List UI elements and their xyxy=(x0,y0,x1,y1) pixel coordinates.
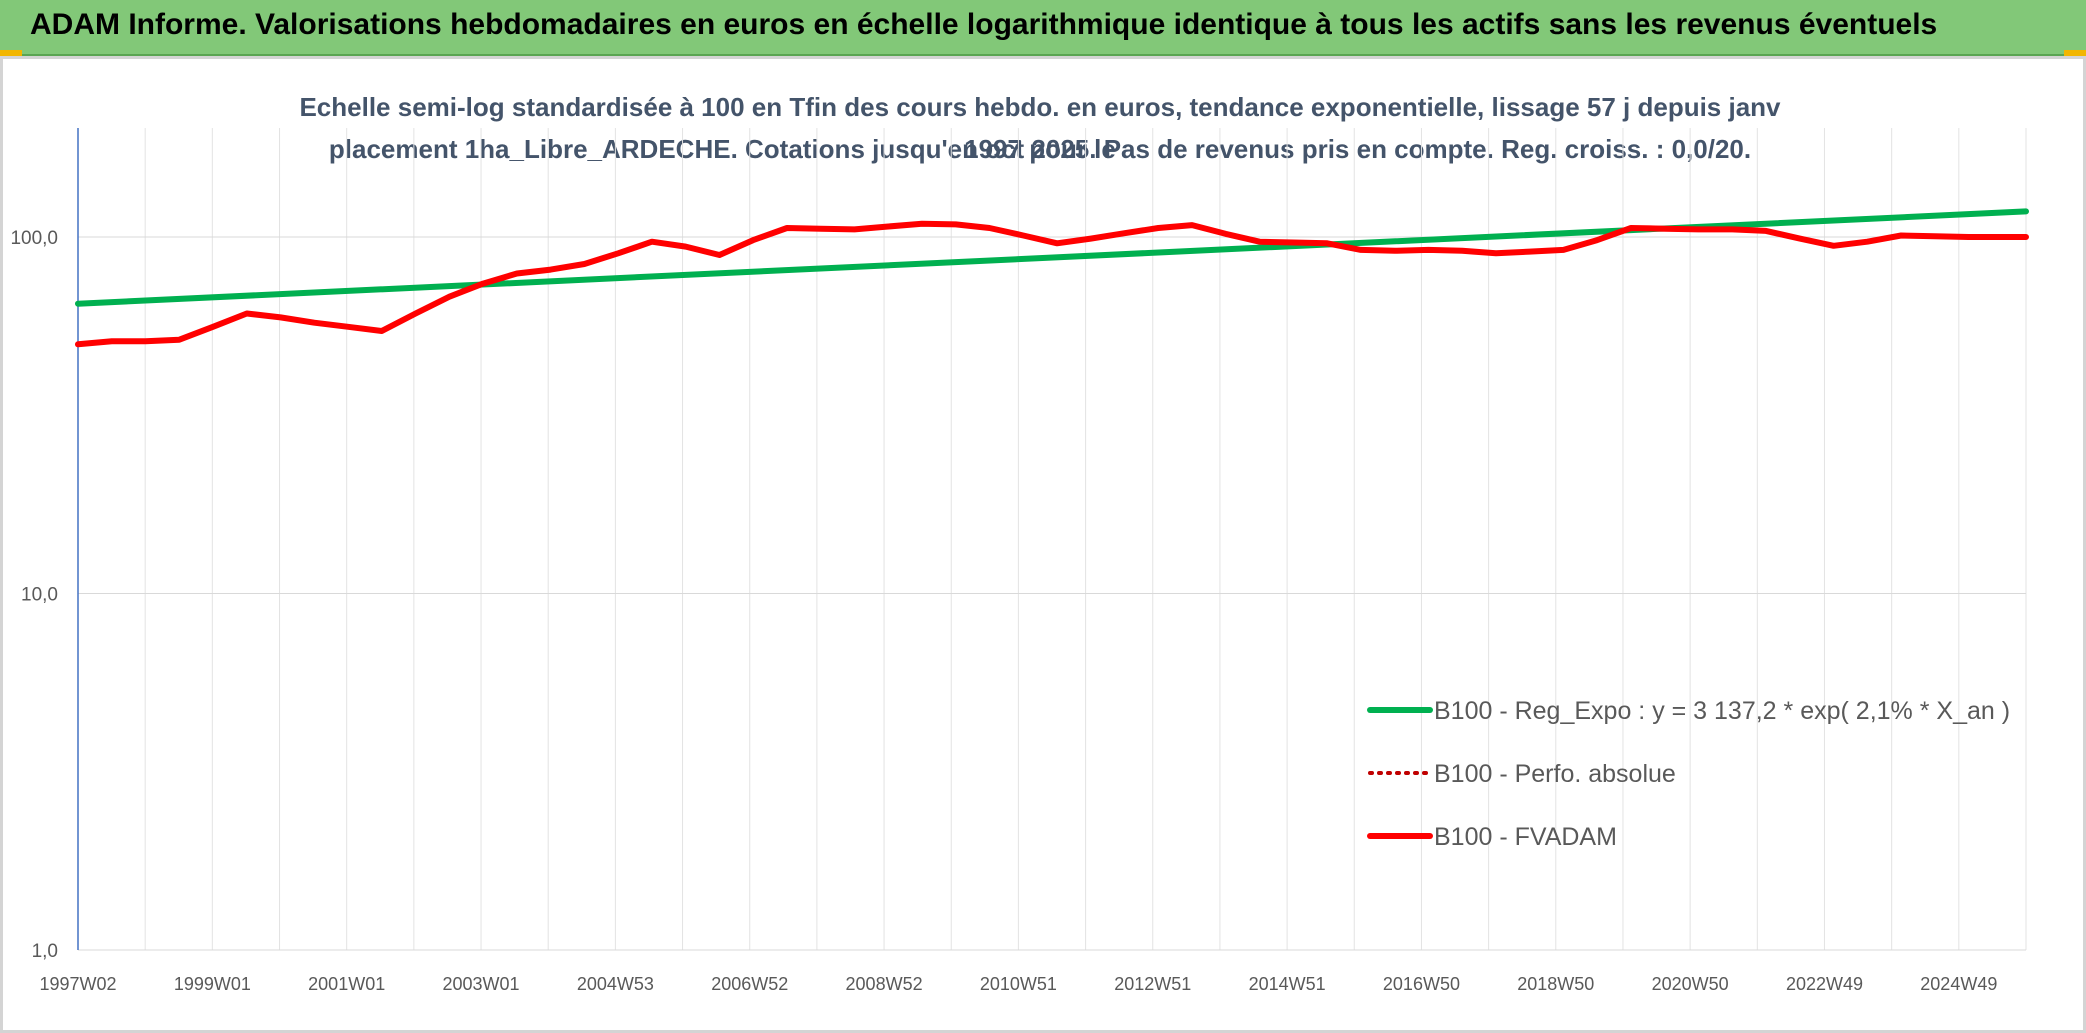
series-line xyxy=(75,220,2029,348)
chart-subtitle-line2: placement 1ha_Libre_ARDECHE. Cotations j… xyxy=(328,134,1752,164)
report-title: ADAM Informe. Valorisations hebdomadaire… xyxy=(30,8,1938,41)
x-tick-label: 2001W01 xyxy=(308,974,385,994)
chart-subtitle-line1: Echelle semi-log standardisée à 100 en T… xyxy=(299,92,1781,164)
x-tick-label: 2024W49 xyxy=(1920,974,1997,994)
x-tick-label: 2016W50 xyxy=(1383,974,1460,994)
legend-label: B100 - FVADAM xyxy=(1434,823,1617,851)
series-line xyxy=(75,208,2029,307)
x-tick-label: 1999W01 xyxy=(174,974,251,994)
y-tick-label: 1,0 xyxy=(32,941,58,962)
x-tick-label: 2012W51 xyxy=(1114,974,1191,994)
y-tick-label: 10,0 xyxy=(21,585,58,606)
x-tick-label: 2018W50 xyxy=(1517,974,1594,994)
x-tick-label: 2006W52 xyxy=(711,974,788,994)
x-tick-label: 2003W01 xyxy=(443,974,520,994)
legend-label: B100 - Perfo. absolue xyxy=(1434,760,1676,788)
x-tick-label: 2008W52 xyxy=(846,974,923,994)
x-tick-label: 1997W02 xyxy=(39,974,116,994)
x-tick-label: 2020W50 xyxy=(1652,974,1729,994)
x-tick-label: 2010W51 xyxy=(980,974,1057,994)
x-tick-label: 2014W51 xyxy=(1249,974,1326,994)
y-tick-label: 100,0 xyxy=(10,228,58,249)
report-header-bar: ADAM Informe. Valorisations hebdomadaire… xyxy=(0,0,2086,56)
legend-label: B100 - Reg_Expo : y = 3 137,2 * exp( 2,1… xyxy=(1434,697,2010,725)
x-tick-label: 2022W49 xyxy=(1786,974,1863,994)
x-tick-label: 2004W53 xyxy=(577,974,654,994)
chart-frame xyxy=(0,56,2086,1033)
